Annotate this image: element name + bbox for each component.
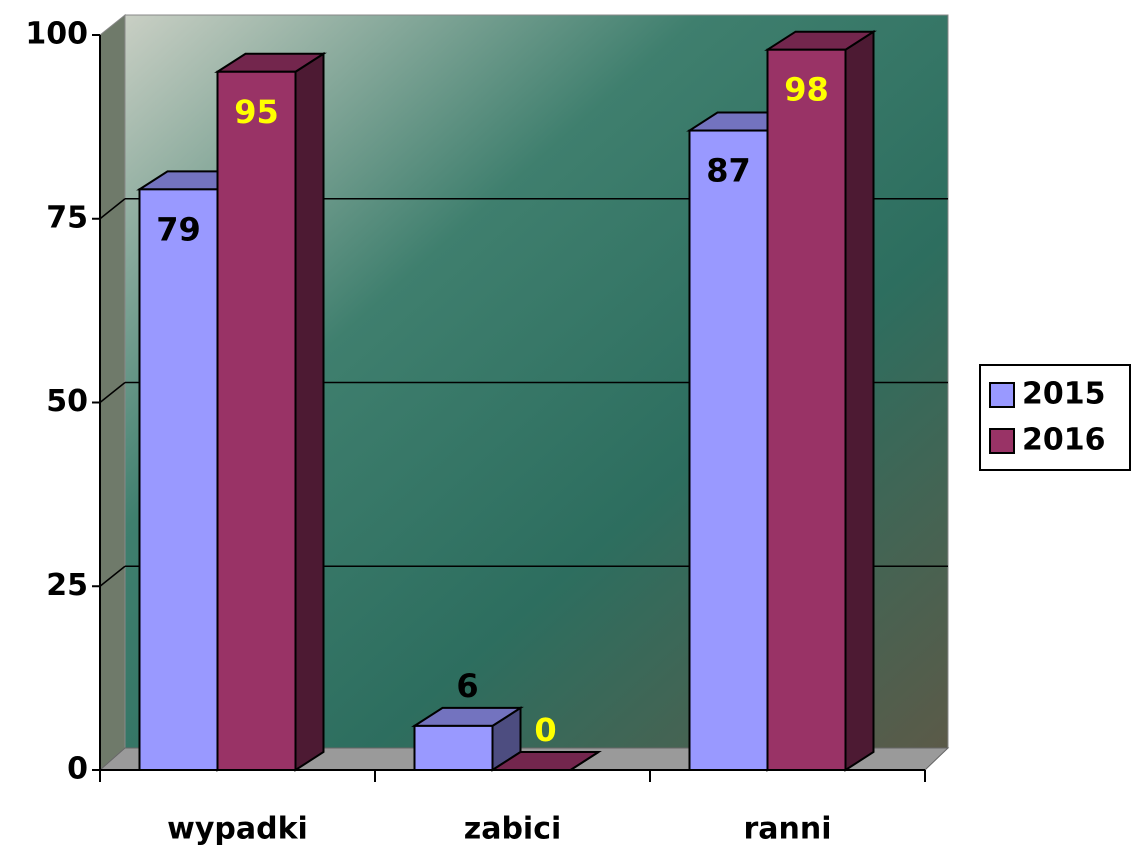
y-tick-label: 0 bbox=[67, 752, 88, 787]
bar-side bbox=[296, 54, 324, 770]
x-tick-label: ranni bbox=[743, 812, 831, 846]
value-label: 87 bbox=[706, 152, 751, 190]
legend-swatch bbox=[990, 383, 1014, 407]
y-tick-label: 25 bbox=[46, 568, 88, 603]
legend-label: 2016 bbox=[1022, 423, 1106, 458]
legend-label: 2015 bbox=[1022, 377, 1106, 412]
x-tick-label: wypadki bbox=[167, 812, 308, 846]
bar bbox=[690, 131, 768, 770]
value-label: 95 bbox=[234, 93, 279, 131]
bar-side bbox=[846, 32, 874, 770]
y-tick-label: 50 bbox=[46, 384, 88, 419]
bar bbox=[140, 189, 218, 770]
chart: 0 25 50 75 100 wypadki 79 95 zabici 6 0 ranni 87 98 20… bbox=[0, 0, 1133, 846]
legend-swatch bbox=[990, 429, 1014, 453]
value-label: 98 bbox=[784, 71, 829, 109]
y-tick-label: 75 bbox=[46, 200, 88, 235]
value-label: 0 bbox=[534, 711, 556, 749]
value-label: 6 bbox=[456, 667, 478, 705]
value-label: 79 bbox=[156, 210, 201, 248]
y-tick-label: 100 bbox=[25, 17, 88, 52]
x-tick-label: zabici bbox=[464, 812, 562, 846]
bar bbox=[768, 50, 846, 770]
bar bbox=[415, 726, 493, 770]
bar bbox=[218, 72, 296, 770]
